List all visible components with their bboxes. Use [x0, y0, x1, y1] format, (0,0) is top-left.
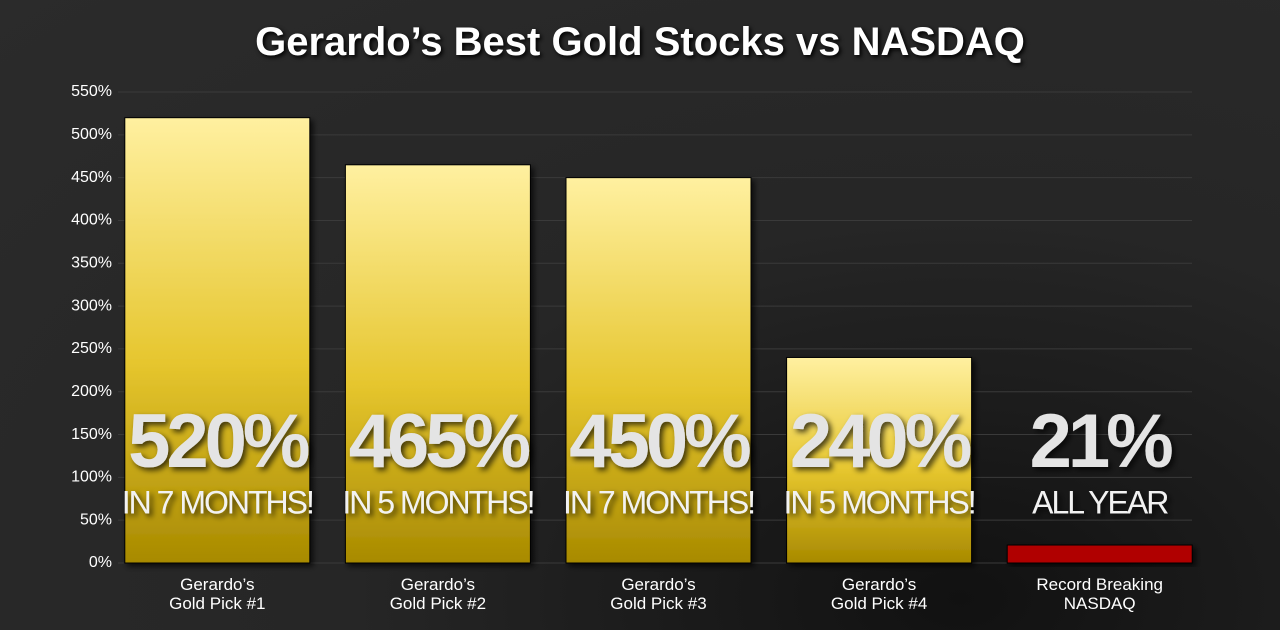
y-tick-label: 300% [71, 297, 112, 314]
bar [786, 356, 973, 564]
value-label: 450% [569, 399, 750, 484]
bar-note: ALL YEAR [1032, 484, 1168, 520]
bar [124, 117, 311, 564]
bar-note: IN 7 MONTHS! [122, 484, 313, 520]
bar-note: IN 7 MONTHS! [563, 484, 754, 520]
bar [1006, 544, 1193, 564]
y-tick-label: 400% [71, 212, 112, 229]
bar [344, 164, 531, 564]
y-tick-label: 100% [71, 469, 112, 486]
y-tick-label: 250% [71, 340, 112, 357]
x-tick-label: Gerardo’s Gold Pick #1 [169, 575, 266, 613]
y-tick-label: 550% [71, 83, 112, 100]
y-tick-label: 50% [80, 511, 112, 528]
x-tick-label: Gerardo’s Gold Pick #4 [830, 575, 928, 613]
y-tick-label: 0% [89, 554, 112, 571]
y-tick-label: 350% [71, 254, 112, 271]
x-tick-label: Record Breaking NASDAQ [1036, 575, 1163, 613]
y-tick-label: 500% [71, 126, 112, 143]
y-tick-label: 450% [71, 169, 112, 186]
x-tick-label: Gerardo’s Gold Pick #3 [610, 575, 707, 613]
y-tick-label: 150% [71, 426, 112, 443]
bar-note: IN 5 MONTHS! [342, 484, 533, 520]
value-label: 240% [790, 399, 971, 484]
x-tick-label: Gerardo’s Gold Pick #2 [389, 575, 487, 613]
chart-title: Gerardo’s Best Gold Stocks vs NASDAQ [255, 20, 1025, 64]
y-tick-label: 200% [71, 383, 112, 400]
bar-note: IN 5 MONTHS! [784, 484, 975, 520]
value-label: 465% [349, 399, 530, 484]
bar [565, 177, 752, 564]
value-label: 21% [1030, 399, 1173, 484]
value-label: 520% [128, 399, 309, 484]
